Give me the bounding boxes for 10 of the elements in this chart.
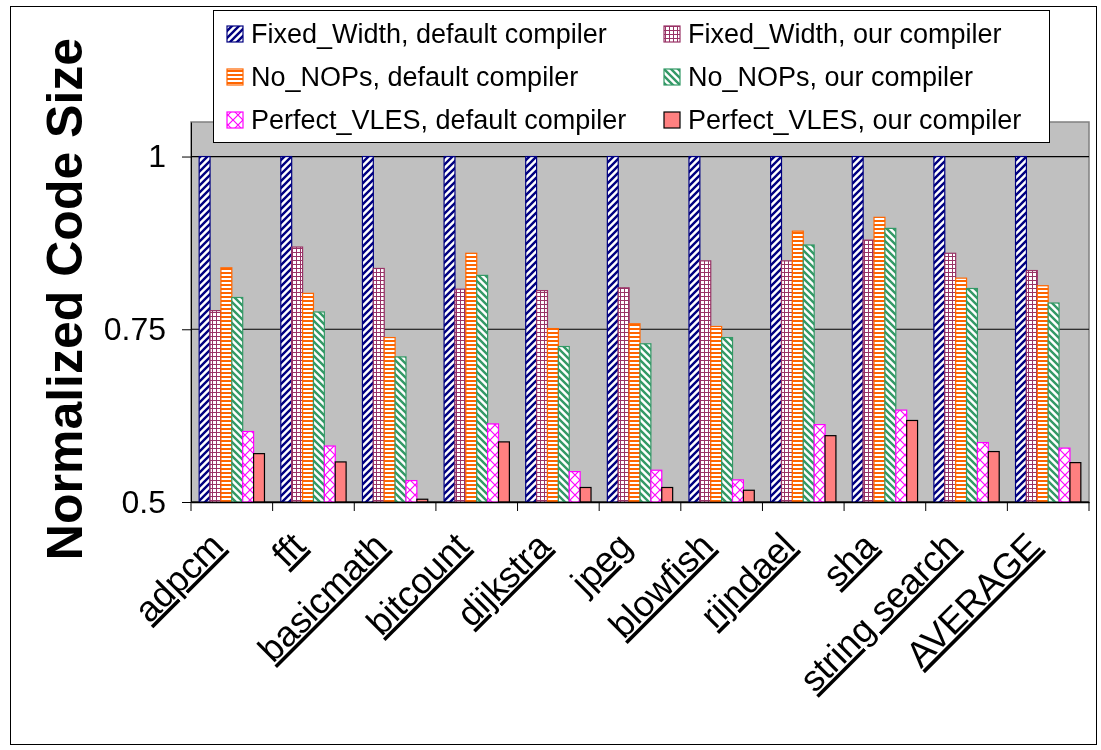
legend-label: Perfect_VLES, default compiler xyxy=(251,105,627,136)
y-axis-title: Normalized Code Size xyxy=(37,37,93,561)
legend-label: No_NOPs, our compiler xyxy=(688,62,974,93)
y-tick-label: 0.5 xyxy=(121,483,166,520)
y-tick-label: 1 xyxy=(148,138,166,175)
legend-label: Perfect_VLES, our compiler xyxy=(688,105,1022,136)
legend-label: Fixed_Width, our compiler xyxy=(688,19,1002,50)
y-tick-label: 0.75 xyxy=(103,311,166,348)
legend-label: No_NOPs, default compiler xyxy=(251,62,579,93)
legend-label: Fixed_Width, default compiler xyxy=(251,19,607,50)
